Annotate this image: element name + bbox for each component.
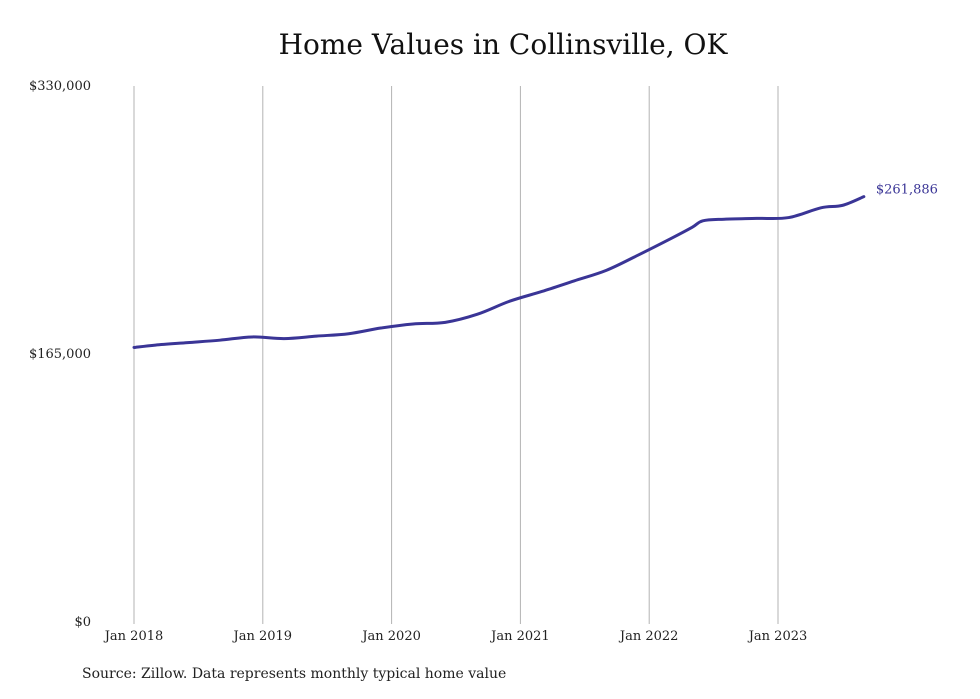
x-tick-label: Jan 2019 xyxy=(232,629,293,644)
x-tick-label: Jan 2020 xyxy=(360,629,421,644)
series-line xyxy=(132,195,866,349)
gridlines xyxy=(133,86,779,624)
x-tick-label: Jan 2018 xyxy=(103,629,164,644)
x-tick-label: Jan 2023 xyxy=(747,629,808,644)
y-tick-label: $330,000 xyxy=(29,79,91,94)
x-tick-label: Jan 2021 xyxy=(489,629,550,644)
end-value-label: $261,886 xyxy=(876,183,938,198)
y-axis-ticks: $330,000 $165,000 $0 xyxy=(29,79,91,630)
y-tick-label: $0 xyxy=(74,615,91,630)
series-layer: $261,886 xyxy=(132,183,938,349)
y-tick-label: $165,000 xyxy=(29,347,91,362)
x-axis-ticks: Jan 2018 Jan 2019 Jan 2020 Jan 2021 Jan 2022… xyxy=(103,629,808,644)
chart-title: Home Values in Collinsville, OK xyxy=(278,28,728,61)
source-note: Source: Zillow. Data represents monthly … xyxy=(82,666,507,682)
x-tick-label: Jan 2022 xyxy=(618,629,679,644)
